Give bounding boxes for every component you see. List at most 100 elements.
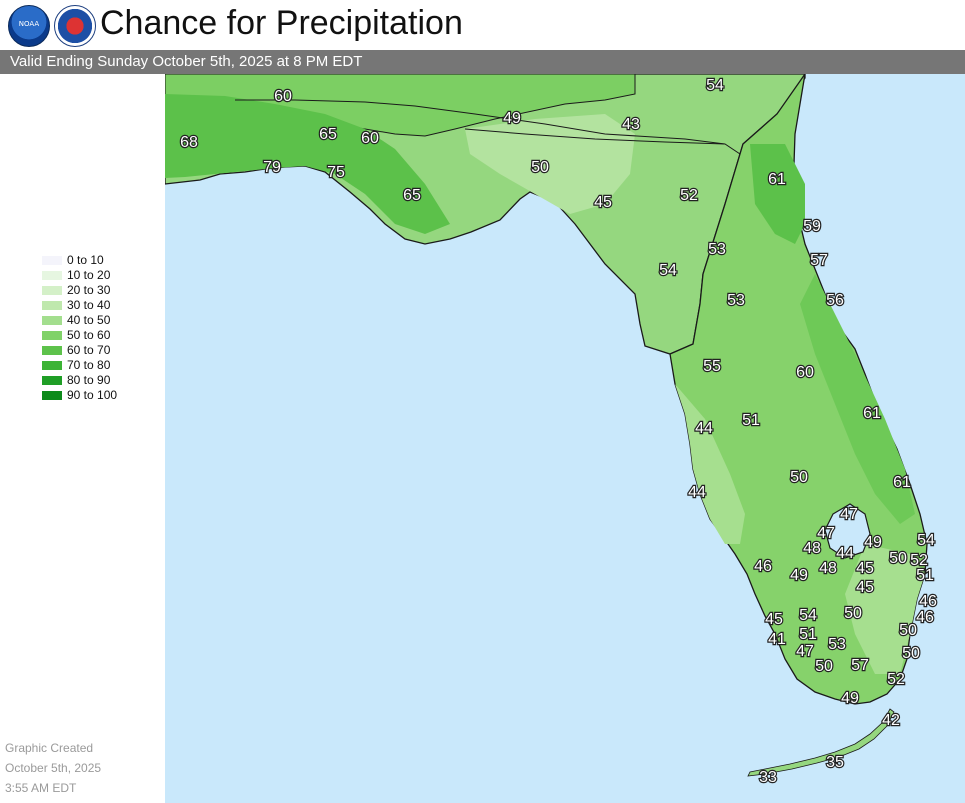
pop-value-label: 61 [893,474,911,491]
pop-value-label: 51 [742,412,760,429]
lake-okeechobee [824,503,871,559]
pop-value-label: 46 [916,609,934,626]
legend-label: 60 to 70 [67,343,111,357]
pop-value-label: 57 [810,252,828,269]
pop-value-label: 46 [919,593,937,610]
western-panhandle-darker [165,94,450,234]
pop-value-label: 61 [768,171,786,188]
east-coast-band [800,274,915,524]
florida-landmass [165,74,928,777]
pop-value-label: 60 [274,88,292,105]
pop-value-label: 50 [889,550,907,567]
pop-value-label: 47 [840,506,858,523]
legend-label: 30 to 40 [67,298,111,312]
legend-swatch [42,331,62,340]
pop-value-label: 50 [899,622,917,639]
pop-value-label: 45 [594,194,612,211]
graphic-created-date: October 5th, 2025 [5,761,102,775]
pop-value-label: 45 [856,579,874,596]
pop-value-label: 52 [887,671,905,688]
pop-value-label: 68 [180,134,198,151]
legend-label: 80 to 90 [67,373,111,387]
pop-value-label: 45 [765,611,783,628]
pop-value-label: 54 [799,607,817,624]
legend-label: 10 to 20 [67,268,111,282]
pop-value-label: 35 [826,754,844,771]
legend-swatch [42,361,62,370]
pop-value-label: 44 [836,545,854,562]
pop-value-label: 52 [910,552,928,569]
legend-swatch [42,316,62,325]
pop-value-label: 65 [403,187,421,204]
pop-value-label: 44 [695,420,713,437]
pop-value-label: 51 [916,567,934,584]
pop-value-label: 45 [856,560,874,577]
southwest-coast-lighter [675,384,745,544]
pop-value-label: 47 [817,525,835,542]
legend-label: 70 to 80 [67,358,111,372]
header: NOAA Chance for Precipitation [0,0,965,50]
legend-label: 40 to 50 [67,313,111,327]
georgia-fl-state-line [464,128,741,155]
pop-value-label: 49 [503,110,521,127]
pop-value-label: 49 [790,567,808,584]
pop-value-label: 52 [680,187,698,204]
page-title: Chance for Precipitation [100,4,463,42]
pop-value-label: 55 [703,358,721,375]
pop-value-label: 50 [815,658,833,675]
pop-value-label: 44 [688,484,706,501]
nws-logo [54,5,96,47]
noaa-logo-text: NOAA [18,20,40,28]
pop-value-label: 50 [902,645,920,662]
pop-value-label: 50 [844,605,862,622]
legend-swatch [42,391,62,400]
pop-value-label: 33 [759,769,777,786]
pop-value-label: 75 [327,164,345,181]
pop-value-label: 57 [851,657,869,674]
pop-value-label: 53 [828,636,846,653]
graphic-created-time: 3:55 AM EDT [5,781,77,795]
florida-keys [747,708,895,777]
pop-value-label: 54 [659,262,677,279]
pop-value-label: 50 [531,159,549,176]
valid-time-text: Valid Ending Sunday October 5th, 2025 at… [10,53,363,70]
northeast-florida-darker [750,144,805,244]
pop-value-label: 42 [882,712,900,729]
pop-value-label: 53 [727,292,745,309]
legend-swatch [42,346,62,355]
pop-value-label: 56 [826,292,844,309]
pop-value-label: 49 [841,690,859,707]
pop-value-label: 54 [917,532,935,549]
legend-label: 20 to 30 [67,283,111,297]
legend-label: 50 to 60 [67,328,111,342]
legend-swatch [42,271,62,280]
legend-swatch [42,256,62,265]
pop-value-label: 46 [754,558,772,575]
legend-label: 90 to 100 [67,388,118,402]
alabama-fl-state-line [235,99,726,145]
pop-value-label: 65 [319,126,337,143]
pop-value-label: 79 [263,159,281,176]
pop-value-label: 49 [864,534,882,551]
southeast-coast-lighter [845,544,925,674]
pop-value-labels: 54 60 49 43 68 65 60 79 75 50 61 65 45 52 59 53 57 54 53 56… [179,76,938,787]
pop-value-label: 47 [796,643,814,660]
legend-swatch [42,376,62,385]
pop-value-label: 48 [803,540,821,557]
pop-value-label: 54 [706,77,724,94]
legend-label: 0 to 10 [67,253,104,267]
graphic-created-label: Graphic Created [5,741,94,755]
pop-value-label: 43 [622,116,640,133]
pop-value-label: 61 [863,405,881,422]
noaa-logo: NOAA [8,5,50,47]
pop-value-label: 60 [361,130,379,147]
pop-value-label: 41 [768,631,786,648]
left-panel [0,74,165,803]
precipitation-map: 54 60 49 43 68 65 60 79 75 50 61 65 45 52 59 53 57 54 53 56… [165,74,965,803]
legend-swatch [42,301,62,310]
pop-value-label: 60 [796,364,814,381]
pop-value-label: 48 [819,560,837,577]
pop-value-label: 53 [708,241,726,258]
legend-swatch [42,286,62,295]
pop-value-label: 51 [799,626,817,643]
